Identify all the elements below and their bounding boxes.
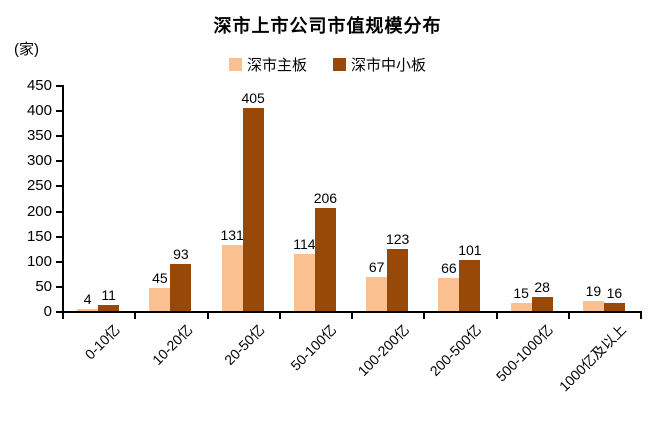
- bar-value-label: 66: [441, 259, 457, 276]
- x-axis-tick: [278, 313, 281, 319]
- y-axis-tick: [56, 85, 62, 87]
- y-axis-tick: [56, 285, 62, 288]
- bar-mainboard: [77, 308, 99, 311]
- legend-item-0: 深市主板: [228, 54, 307, 75]
- bar-mainboard: [149, 288, 171, 311]
- bar-value-label: 101: [458, 242, 482, 259]
- bar-sme: [531, 296, 553, 311]
- y-axis-tick-label: 0: [43, 303, 52, 320]
- bar-value-label: 19: [585, 283, 602, 300]
- x-axis-tick: [495, 313, 498, 319]
- y-axis-line: [62, 85, 64, 313]
- x-axis-tick: [134, 313, 137, 319]
- bar-value-label: 16: [606, 284, 623, 301]
- x-axis-tick: [640, 313, 642, 319]
- bar-sme: [459, 260, 481, 311]
- bar-value-label: 131: [220, 227, 244, 244]
- y-axis-tick-label: 350: [26, 127, 52, 145]
- x-axis-label: 100-200亿: [354, 321, 412, 379]
- x-axis-tick: [567, 313, 570, 319]
- y-axis-tick: [56, 135, 62, 138]
- bar-value-label: 123: [385, 231, 410, 248]
- y-axis-tick: [56, 311, 62, 313]
- y-axis-unit-label: (家): [14, 41, 39, 58]
- bar-value-label: 67: [368, 259, 385, 276]
- legend-label: 深市中小板: [351, 57, 427, 74]
- bar-sme: [314, 207, 336, 311]
- bar-sme: [98, 305, 120, 311]
- y-axis-tick-label: 100: [26, 252, 52, 270]
- chart-title: 深市上市公司市值规模分布: [213, 16, 442, 36]
- bar-sme: [170, 264, 192, 311]
- y-axis-tick-label: 450: [26, 77, 52, 94]
- chart-legend: 深市主板 深市中小板: [0, 54, 655, 75]
- legend-swatch-icon: [333, 58, 346, 71]
- legend-swatch-icon: [228, 58, 242, 71]
- y-axis-tick-label: 400: [26, 102, 52, 120]
- bar-value-label: 15: [513, 285, 529, 302]
- bar-value-label: 93: [173, 246, 189, 263]
- y-axis-tick-label: 50: [35, 277, 52, 295]
- legend-label: 深市主板: [246, 57, 307, 74]
- y-axis-tick-label: 300: [26, 152, 52, 170]
- bar-mainboard: [510, 303, 532, 311]
- x-axis-label: 0-10亿: [81, 321, 123, 363]
- bar-mainboard: [366, 277, 388, 311]
- y-axis-tick-label: 150: [26, 227, 52, 245]
- bar-sme: [242, 107, 264, 311]
- legend-item-1: 深市中小板: [333, 54, 426, 75]
- bar-value-label: 28: [534, 278, 550, 295]
- bar-value-label: 11: [101, 287, 116, 304]
- x-axis-line: [62, 311, 642, 313]
- x-axis-tick: [351, 313, 353, 319]
- x-axis-label: 1000亿及以上: [555, 321, 629, 395]
- bar-mainboard: [438, 277, 460, 311]
- y-axis-tick: [56, 260, 62, 263]
- y-axis-tick-label: 200: [26, 202, 52, 220]
- y-axis-tick: [56, 110, 62, 113]
- bar-mainboard: [293, 253, 315, 311]
- bar-value-label: 114: [293, 235, 316, 252]
- x-axis-tick: [206, 313, 209, 319]
- x-axis-label: 20-50亿: [220, 321, 268, 368]
- x-axis-label: 200-500亿: [426, 321, 485, 379]
- bar-mainboard: [221, 245, 243, 311]
- y-axis-tick: [56, 185, 62, 188]
- bar-value-label: 206: [313, 189, 338, 206]
- x-axis-label: 10-20亿: [148, 321, 196, 368]
- bar-mainboard: [582, 301, 604, 311]
- y-axis-tick: [56, 235, 62, 238]
- x-axis-label: 50-100亿: [287, 321, 340, 374]
- x-axis-label: 500-1000亿: [493, 321, 557, 385]
- bar-sme: [387, 249, 409, 311]
- y-axis-tick: [56, 160, 62, 163]
- bar-value-label: 45: [152, 270, 168, 287]
- bar-sme: [603, 302, 625, 311]
- x-axis-tick: [423, 313, 426, 319]
- y-axis-tick: [56, 210, 62, 213]
- bar-value-label: 4: [83, 290, 92, 307]
- y-axis-tick-label: 250: [26, 177, 52, 195]
- bar-value-label: 405: [241, 89, 265, 106]
- x-axis-tick: [62, 313, 64, 319]
